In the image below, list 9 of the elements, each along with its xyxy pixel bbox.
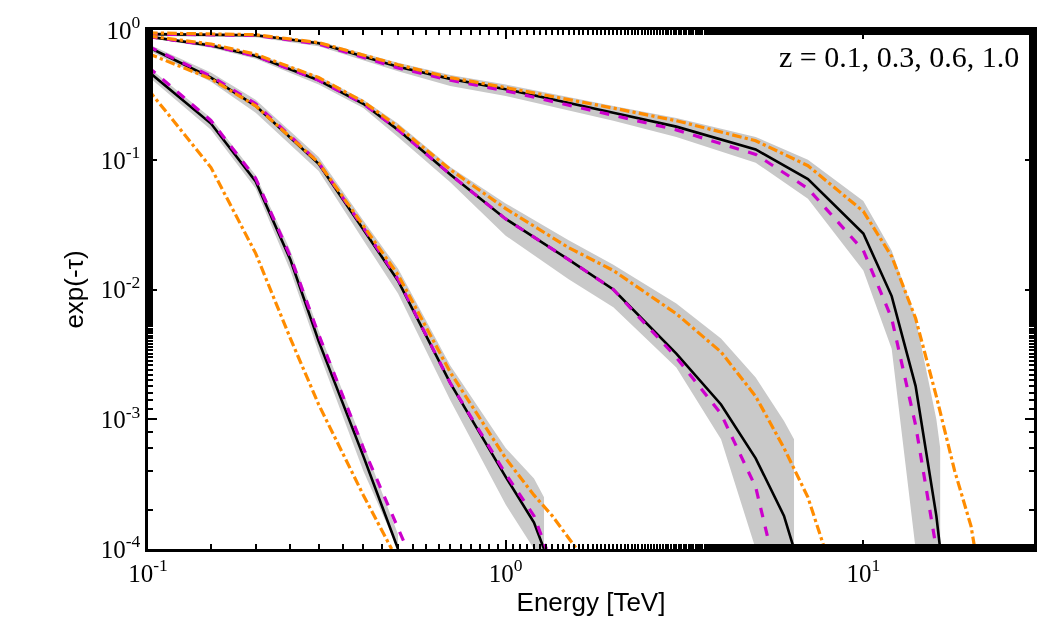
y-tick-label: 10$^{-3}$ [100,401,141,433]
y-axis-title: exp(-τ) [59,250,90,329]
x-axis-title: Energy [TeV] [516,586,666,617]
x-tick-label: 10$^{1}$ [846,555,881,587]
annotation: z = 0.1, 0.3, 0.6, 1.0 [779,40,1020,73]
y-tick-label: 10$^{0}$ [106,12,141,44]
y-tick-label: 10$^{-1}$ [100,142,141,174]
x-tick-label: 10$^{0}$ [488,555,523,587]
y-tick-label: 10$^{-2}$ [100,271,141,304]
